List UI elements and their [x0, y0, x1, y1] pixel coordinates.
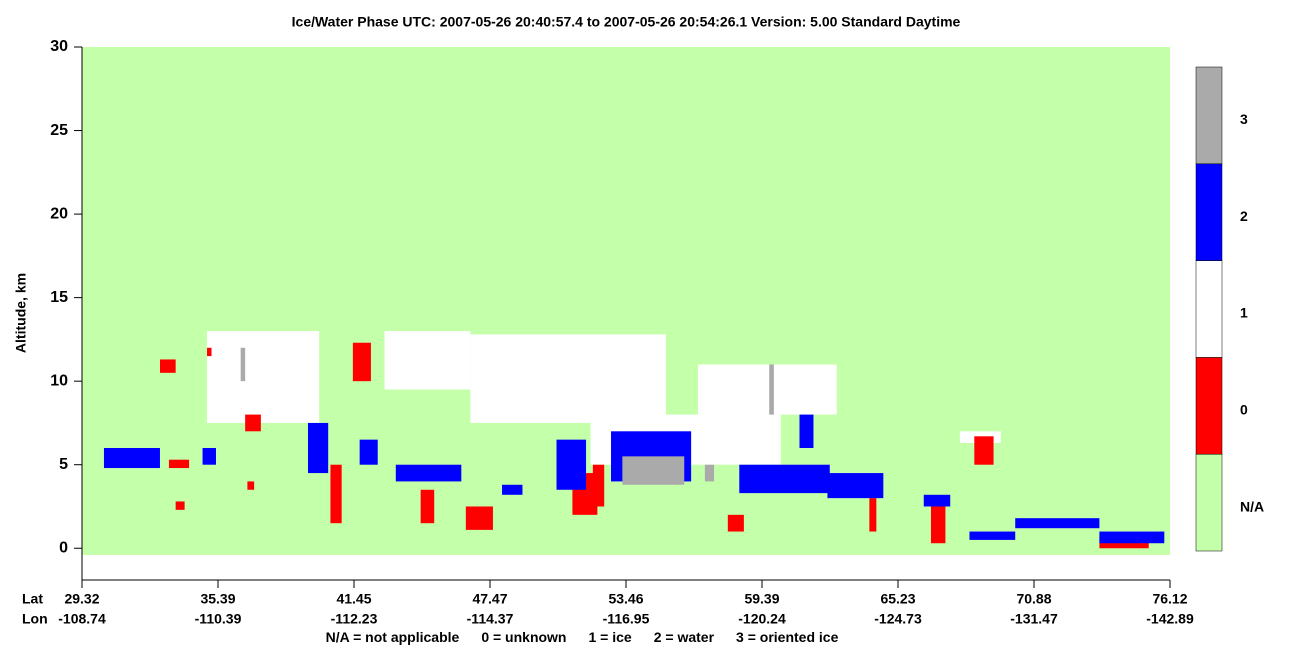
colorbar-swatch [1195, 453, 1223, 552]
y-tick-label: 25 [50, 122, 68, 139]
phase-region [245, 414, 261, 432]
phase-region [698, 364, 837, 415]
phase-region [307, 422, 329, 474]
phase-region [704, 464, 715, 482]
phase-region [727, 514, 744, 532]
phase-region [207, 331, 320, 423]
y-axis-label: Altitude, km [13, 273, 29, 353]
x-tick-label: 59.39 [744, 591, 779, 607]
phase-region [974, 436, 994, 465]
lon-label: Lon [22, 611, 48, 627]
phase-region [592, 464, 605, 507]
legend-entry: 2 = water [654, 629, 715, 645]
colorbar-label: 3 [1240, 111, 1248, 127]
legend-entry: N/A = not applicable [326, 629, 460, 645]
phase-region [1099, 531, 1165, 544]
colorbar-label: 1 [1240, 305, 1248, 321]
phase-region [930, 506, 946, 544]
x-tick-label: 29.32 [64, 591, 99, 607]
x-tick-label: 41.45 [336, 591, 371, 607]
y-tick-label: 5 [59, 456, 68, 473]
phase-region [240, 347, 246, 382]
phase-region [202, 448, 216, 465]
phase-region [470, 334, 666, 423]
x-tick-label: 76.12 [1152, 591, 1187, 607]
y-tick-label: 0 [59, 539, 68, 556]
phase-region [556, 439, 587, 490]
colorbar-label: 2 [1240, 208, 1248, 224]
legend-entry: 1 = ice [589, 629, 632, 645]
colorbar-swatch [1195, 357, 1223, 455]
colorbar-swatch [1195, 260, 1223, 358]
colorbar-swatch [1195, 66, 1223, 165]
y-tick-label: 30 [50, 38, 68, 55]
x-tick-label: 53.46 [608, 591, 643, 607]
phase-region [207, 347, 212, 357]
phase-region [352, 342, 371, 382]
phase-region [247, 481, 255, 490]
phase-region [799, 414, 814, 449]
phase-region [384, 331, 471, 390]
colorbar-label: N/A [1240, 498, 1264, 514]
y-tick-label: 20 [50, 205, 68, 222]
phase-region [395, 464, 462, 482]
phase-region [923, 494, 951, 507]
phase-region [622, 456, 685, 485]
phase-region [869, 498, 877, 532]
phase-region [175, 501, 185, 510]
legend-entry: 0 = unknown [481, 629, 566, 645]
legend: N/A = not applicable 0 = unknown 1 = ice 2 … [326, 629, 839, 645]
lon-tick-label: -108.74 [58, 611, 106, 627]
x-tick-label: 47.47 [472, 591, 507, 607]
lon-tick-label: -120.24 [738, 611, 786, 627]
phase-region [103, 448, 160, 469]
phase-region [739, 464, 830, 494]
lon-tick-label: -142.89 [1146, 611, 1194, 627]
lon-tick-label: -110.39 [195, 611, 242, 627]
lon-tick-label: -112.23 [331, 611, 378, 627]
phase-region [159, 359, 176, 373]
phase-region [969, 531, 1016, 540]
colorbar-label: 0 [1240, 402, 1248, 418]
phase-region [420, 489, 435, 524]
lat-label: Lat [22, 591, 43, 607]
phase-region [359, 439, 378, 465]
x-tick-label: 65.23 [880, 591, 915, 607]
lon-tick-label: -131.47 [1010, 611, 1058, 627]
y-tick-label: 10 [50, 372, 68, 389]
phase-region [330, 464, 342, 524]
phase-region [465, 506, 493, 530]
phase-region [502, 484, 523, 495]
phase-region [827, 473, 884, 499]
phase-region [769, 364, 774, 415]
lon-tick-label: -114.37 [467, 611, 514, 627]
y-tick-label: 15 [50, 289, 68, 306]
phase-region [1015, 518, 1100, 529]
x-tick-label: 70.88 [1016, 591, 1051, 607]
chart-title: Ice/Water Phase UTC: 2007-05-26 20:40:57… [292, 14, 961, 30]
lon-tick-label: -124.73 [874, 611, 922, 627]
x-tick-label: 35.39 [200, 591, 235, 607]
phase-region [168, 459, 190, 469]
lon-tick-label: -116.95 [603, 611, 650, 627]
colorbar-swatch [1195, 163, 1223, 261]
legend-entry: 3 = oriented ice [736, 629, 839, 645]
